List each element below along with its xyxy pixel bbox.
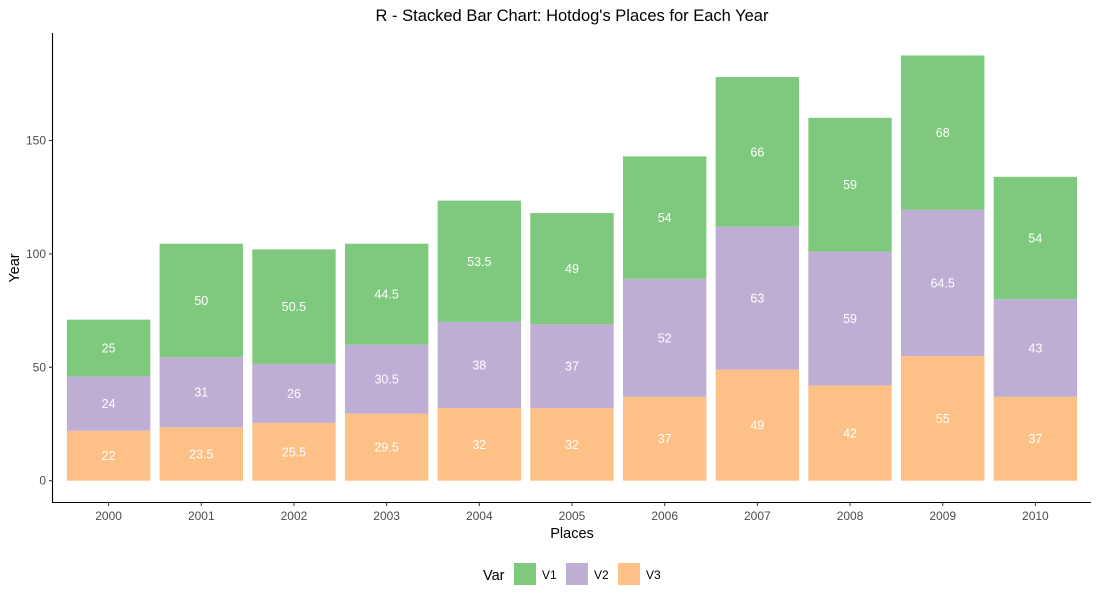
bar-label-v2-2001: 31 — [194, 386, 208, 400]
x-ticks-layer: 2000 2001 2002 2003 2004 2005 2006 2007 2008 2009… — [95, 502, 1049, 523]
bar-label-v3-2004: 32 — [472, 438, 486, 452]
bar-label-v2-2008: 59 — [843, 312, 857, 326]
bar-v1-2008 — [808, 117, 892, 252]
bar-label-v1-2004: 53.5 — [467, 255, 491, 269]
bar-label-v2-2007: 63 — [750, 292, 764, 306]
bar-label-v1-2003: 44.5 — [374, 288, 398, 302]
bar-v1-2003 — [344, 243, 429, 345]
bar-label-v1-2006: 54 — [658, 211, 672, 225]
bar-label-v1-2010: 54 — [1028, 232, 1042, 246]
bar-label-v1-2009: 68 — [936, 126, 950, 140]
bar-label-v3-2007: 49 — [750, 419, 764, 433]
y-axis-title: Year — [7, 253, 23, 282]
x-tick-label-2002: 2002 — [281, 509, 308, 523]
bar-label-v2-2004: 38 — [472, 359, 486, 373]
bar-label-v1-2008: 59 — [843, 178, 857, 192]
bar-label-v3-2008: 42 — [843, 427, 857, 441]
bar-label-v1-2005: 49 — [565, 262, 579, 276]
bar-v1-2005 — [530, 213, 614, 325]
bar-v2-2003 — [344, 344, 429, 414]
bar-v2-2001 — [159, 357, 243, 428]
x-axis-title: Places — [550, 526, 594, 542]
bar-v2-2007 — [715, 226, 800, 370]
legend-key-v2 — [566, 563, 588, 585]
bar-v3-2007 — [715, 369, 800, 481]
legend-label-v3: V3 — [646, 568, 661, 582]
bar-v2-2008 — [808, 251, 892, 386]
x-tick-label-2000: 2000 — [95, 509, 122, 523]
y-tick-label-0: 0 — [39, 474, 46, 488]
x-tick-label-2009: 2009 — [929, 509, 956, 523]
bar-label-v3-2005: 32 — [565, 438, 579, 452]
x-tick-label-2007: 2007 — [744, 509, 771, 523]
y-tick-label-50: 50 — [33, 360, 47, 374]
bar-v1-2006 — [622, 156, 707, 279]
bar-v1-2004 — [437, 200, 522, 322]
bar-v2-2004 — [437, 321, 522, 409]
bar-v1-2009 — [901, 55, 985, 210]
y-ticks-layer: 0 50 100 150 — [26, 134, 53, 488]
bar-label-v2-2000: 24 — [102, 397, 116, 411]
legend-label-v2: V2 — [594, 568, 609, 582]
x-tick-label-2001: 2001 — [188, 509, 215, 523]
bar-v3-2003 — [344, 413, 429, 481]
x-tick-label-2008: 2008 — [837, 509, 864, 523]
bar-label-v2-2005: 37 — [565, 360, 579, 374]
bar-v1-2002 — [252, 249, 336, 364]
legend-title: Var — [483, 568, 505, 584]
bar-v3-2006 — [622, 396, 707, 481]
bar-label-v2-2002: 26 — [287, 387, 301, 401]
bar-label-v3-2001: 23.5 — [189, 448, 213, 462]
legend-key-v3 — [618, 563, 640, 585]
bar-label-v3-2009: 55 — [936, 412, 950, 426]
x-tick-label-2006: 2006 — [651, 509, 678, 523]
bar-v3-2004 — [437, 408, 522, 481]
x-tick-label-2003: 2003 — [373, 509, 400, 523]
legend-label-v1: V1 — [542, 568, 557, 582]
bar-label-v2-2003: 30.5 — [374, 373, 398, 387]
bar-v2-2005 — [530, 324, 614, 409]
bar-label-v3-2003: 29.5 — [374, 441, 398, 455]
bar-v2-2000 — [66, 376, 151, 431]
x-tick-label-2005: 2005 — [559, 509, 586, 523]
legend-key-v1 — [514, 563, 536, 585]
bar-v1-2000 — [66, 319, 151, 377]
bar-v3-2000 — [66, 430, 151, 481]
bar-label-v3-2006: 37 — [658, 432, 672, 446]
bar-v3-2010 — [993, 396, 1078, 481]
bar-v3-2002 — [252, 422, 336, 481]
bar-v2-2009 — [901, 209, 985, 356]
bar-v3-2001 — [159, 427, 243, 481]
bar-label-v2-2009: 64.5 — [931, 276, 955, 290]
bar-labels-layer: 22 24 25 23.5 31 50 25.5 26 50.5 29.5 30.5 44.5 32 38… — [102, 126, 1043, 463]
bars-layer — [66, 55, 1078, 481]
bar-label-v3-2010: 37 — [1028, 432, 1042, 446]
bar-v1-2001 — [159, 243, 243, 358]
bar-v3-2009 — [901, 355, 985, 481]
y-tick-label-100: 100 — [26, 247, 46, 261]
bar-v3-2005 — [530, 408, 614, 481]
bar-label-v3-2002: 25.5 — [282, 445, 306, 459]
chart-title: R - Stacked Bar Chart: Hotdog's Places f… — [376, 7, 769, 25]
bar-label-v1-2007: 66 — [750, 145, 764, 159]
x-tick-label-2010: 2010 — [1022, 509, 1049, 523]
bar-v2-2002 — [252, 363, 336, 423]
x-tick-label-2004: 2004 — [466, 509, 493, 523]
bar-v2-2010 — [993, 299, 1078, 397]
bar-label-v1-2000: 25 — [102, 342, 116, 356]
bar-label-v3-2000: 22 — [102, 449, 116, 463]
bar-label-v2-2006: 52 — [658, 331, 672, 345]
bar-label-v2-2010: 43 — [1028, 342, 1042, 356]
bar-label-v1-2002: 50.5 — [282, 300, 306, 314]
bar-v2-2006 — [622, 278, 707, 397]
bar-v3-2008 — [808, 385, 892, 481]
legend: Var V1 V2 V3 — [483, 563, 661, 585]
bar-label-v1-2001: 50 — [194, 294, 208, 308]
bar-v1-2007 — [715, 77, 800, 227]
bar-v1-2010 — [993, 176, 1078, 300]
y-tick-label-150: 150 — [26, 134, 46, 148]
